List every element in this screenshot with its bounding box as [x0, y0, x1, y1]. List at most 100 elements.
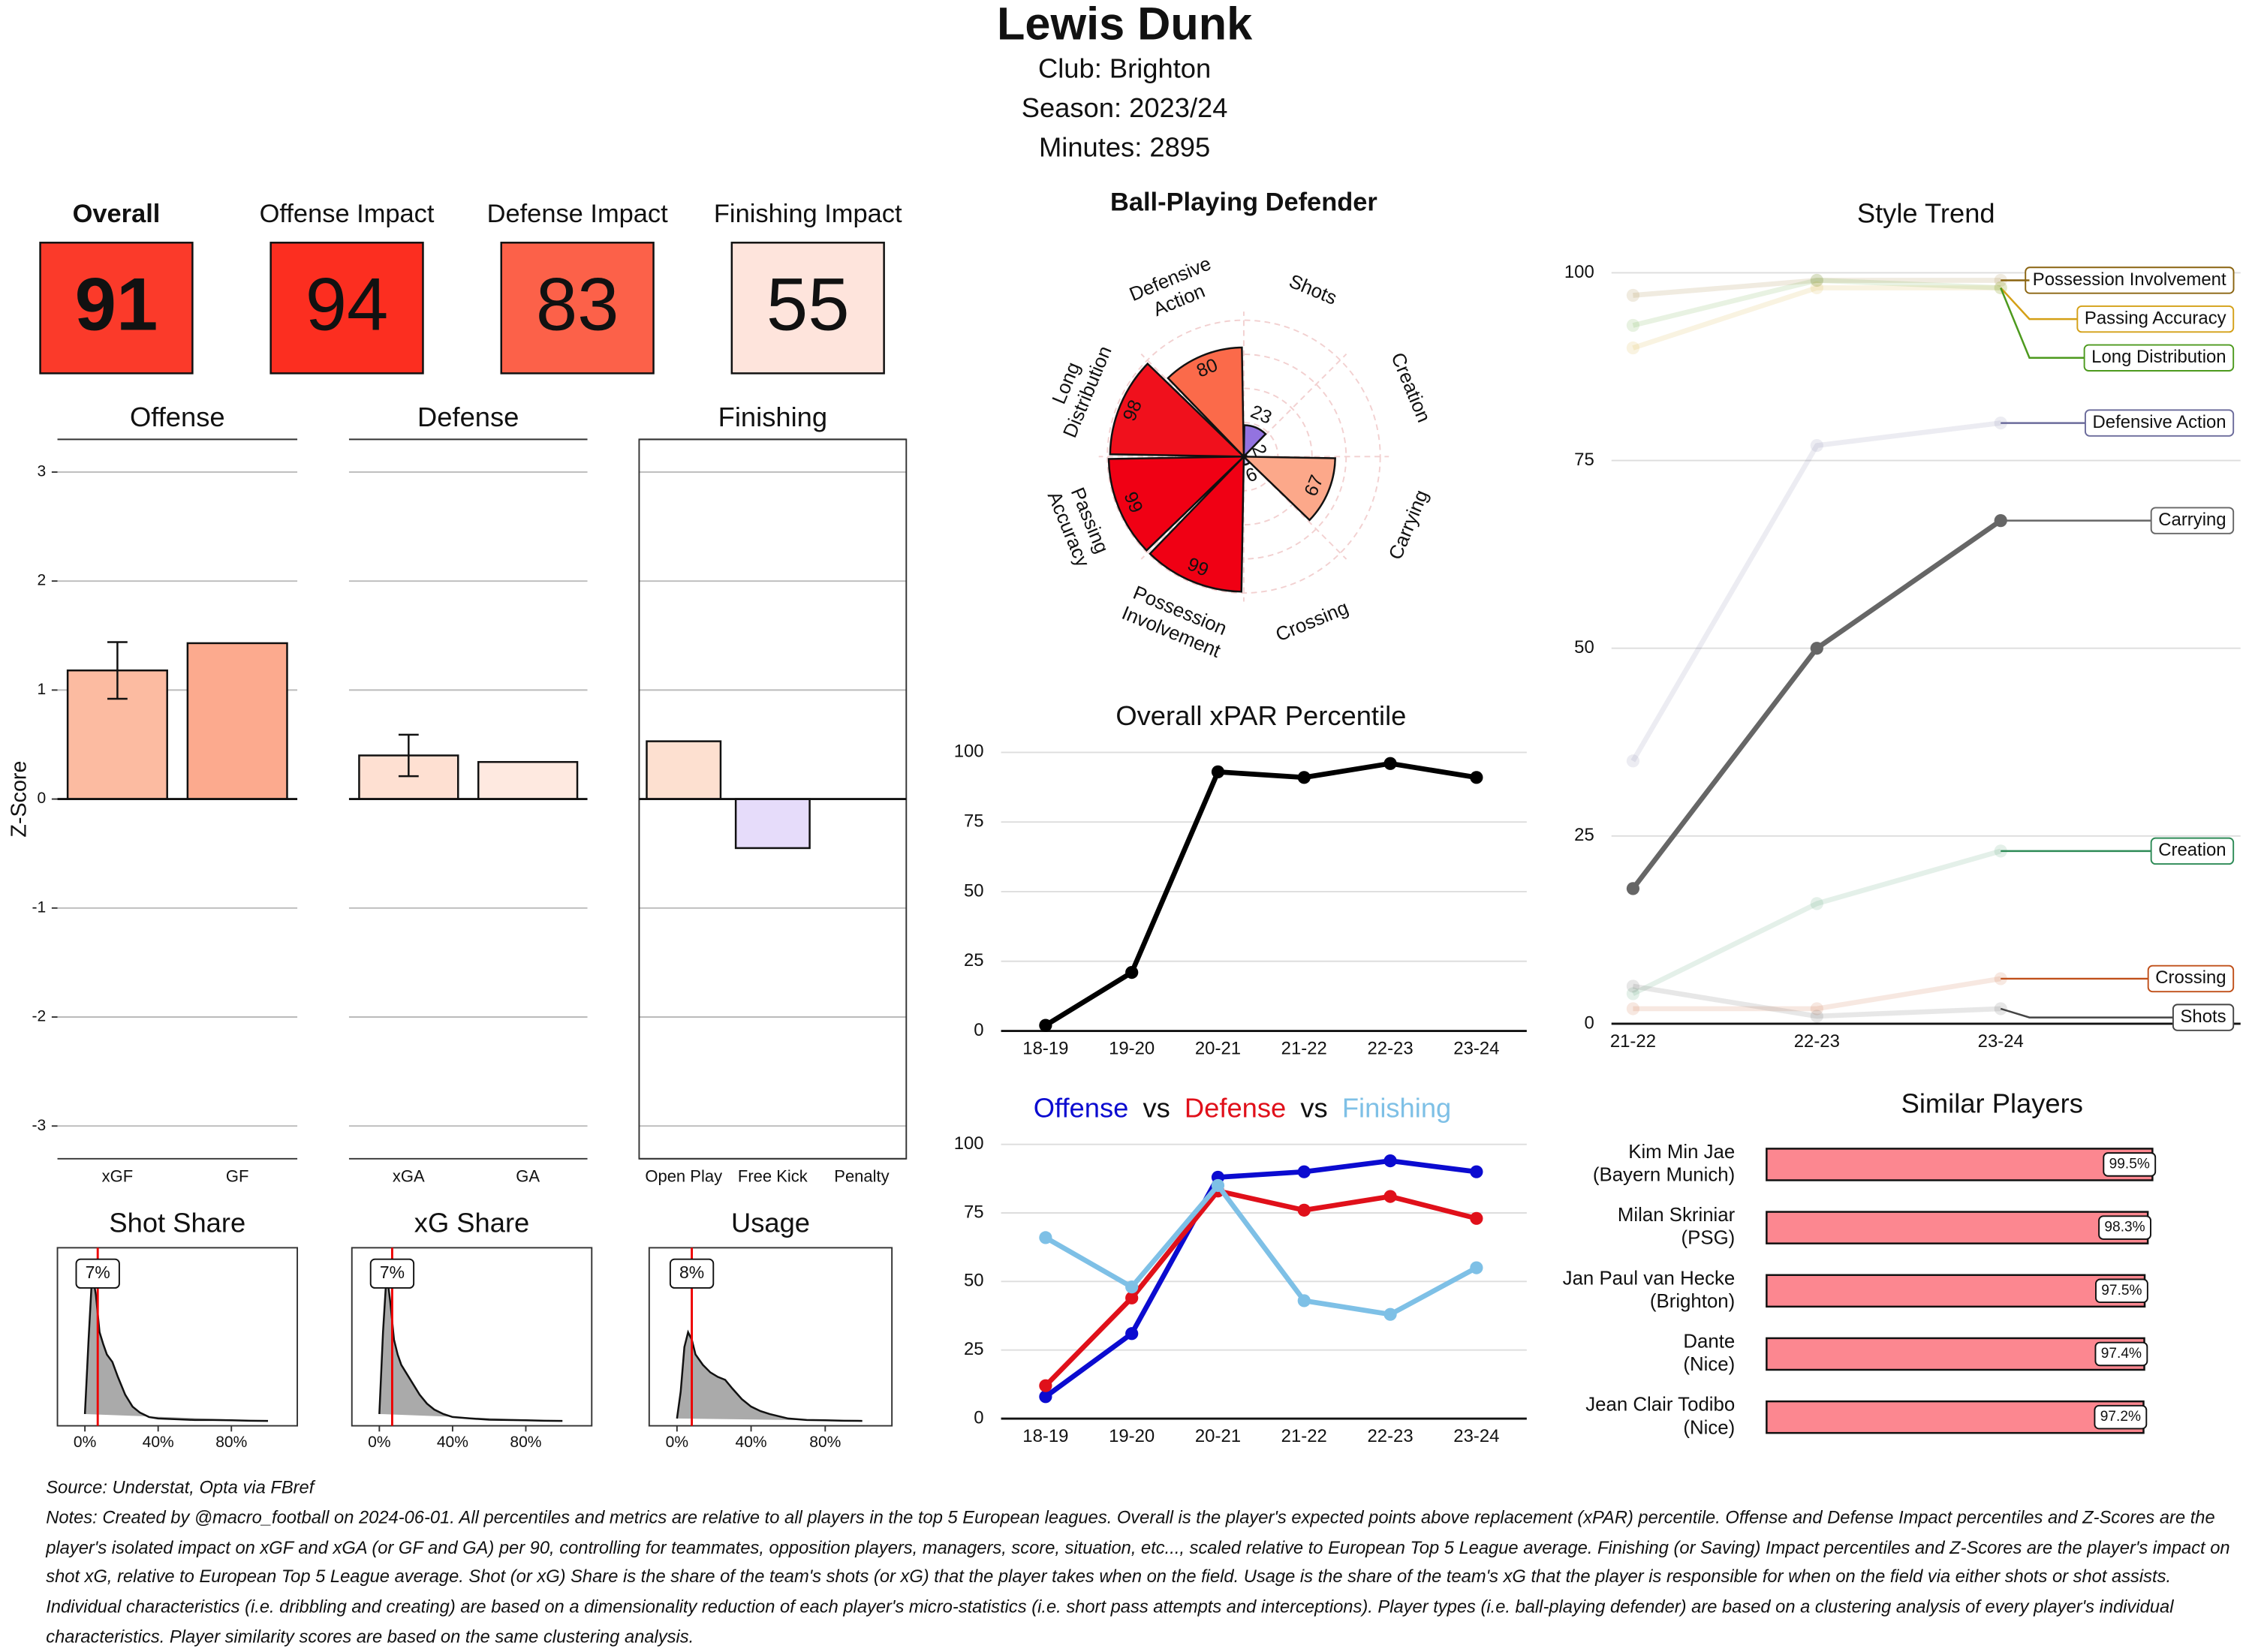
bar [734, 798, 811, 850]
x-tick-label: 21-22 [1281, 1426, 1327, 1446]
x-tick-label: 19-20 [1109, 1039, 1155, 1059]
player-name: Jan Paul van Hecke [1563, 1268, 1736, 1289]
y-tick-label: 2 [38, 572, 47, 589]
density-curve [378, 1272, 563, 1422]
bar [1766, 1211, 2149, 1244]
impact-label: Overall [73, 200, 161, 228]
point [1383, 1190, 1397, 1203]
panel-title: xG Share [414, 1207, 529, 1238]
chart-title: Similar Players [1901, 1088, 2083, 1119]
player-name: Lewis Dunk [997, 0, 1253, 50]
point [1297, 771, 1311, 784]
title-separator: vs [1143, 1092, 1170, 1123]
bar [1766, 1400, 2145, 1434]
value-label: 98.3% [2104, 1220, 2145, 1235]
end-label: Creation [2158, 840, 2226, 860]
value-label-box [2094, 1341, 2148, 1367]
point [1810, 273, 1823, 287]
value-label: 97.4% [2101, 1346, 2142, 1362]
marker-label: 8% [679, 1262, 704, 1282]
point [1039, 1390, 1052, 1404]
category-label: Carrying [1385, 487, 1432, 563]
marker-label-box [669, 1258, 715, 1289]
point [1297, 1165, 1311, 1178]
value-label: 97.2% [2100, 1409, 2141, 1425]
y-tick-label: 0 [38, 790, 47, 807]
series-line [1043, 1188, 1477, 1388]
point [1211, 765, 1225, 778]
radial-grid [1175, 387, 1313, 526]
y-tick-label: 50 [964, 1271, 984, 1291]
category-label: Crossing [1273, 597, 1352, 646]
y-tick-label: 0 [974, 1407, 983, 1428]
series-line [1633, 976, 2001, 1012]
point [1125, 1327, 1139, 1341]
category-label: Creation [1386, 350, 1434, 426]
panel-title: Usage [731, 1207, 810, 1238]
x-tick-label: 21-22 [1281, 1039, 1327, 1059]
point [1626, 288, 1640, 302]
footer: Source: Understat, Opta via FBref Notes:… [46, 1473, 2232, 1652]
chart-title: Ball-Playing Defender [1110, 188, 1377, 217]
y-tick-label: 25 [964, 1339, 984, 1359]
polar-bar [1167, 346, 1245, 459]
series-line [1630, 420, 2001, 763]
end-label: Shots [2180, 1007, 2226, 1027]
point [1383, 1154, 1397, 1168]
x-tick-label: Free Kick [738, 1166, 808, 1185]
label-connector [2000, 287, 2078, 320]
x-tick-label: GF [226, 1166, 249, 1185]
player-club: (Nice) [1683, 1354, 1735, 1375]
x-tick-label: xGA [393, 1166, 425, 1185]
point [1211, 1178, 1225, 1193]
y-tick-label: 100 [954, 742, 984, 762]
point [1810, 273, 1823, 287]
x-tick-label: GA [516, 1166, 540, 1185]
point [1810, 897, 1823, 910]
header-line: Season: 2023/24 [1022, 92, 1228, 123]
end-label: Long Distribution [2091, 347, 2226, 367]
series-line [1632, 983, 2001, 1019]
x-tick-label: 19-20 [1109, 1426, 1155, 1446]
value-label-box [2103, 1152, 2157, 1177]
point [1039, 1231, 1052, 1244]
impact-value: 55 [766, 263, 850, 346]
polar-bar [1241, 456, 1336, 522]
point [1626, 341, 1640, 355]
marker-label-box [75, 1258, 120, 1289]
impact-box [39, 242, 194, 375]
y-tick-label: 0 [1584, 1013, 1594, 1033]
bar [1766, 1274, 2146, 1308]
notes: Notes: Created by @macro_football on 202… [46, 1507, 2230, 1647]
x-tick-label: 22-23 [1794, 1031, 1840, 1052]
x-tick-label: 0% [368, 1434, 390, 1451]
x-tick-label: 18-19 [1022, 1426, 1068, 1446]
point [1470, 771, 1483, 784]
bar [646, 740, 722, 800]
title-series-name: Defense [1185, 1092, 1286, 1123]
impact-box [500, 242, 655, 375]
density-curve [676, 1329, 863, 1422]
series-line [1633, 278, 2001, 298]
polar-bar [1107, 456, 1247, 552]
facet-title: Offense [130, 402, 225, 432]
point [1626, 979, 1640, 993]
polar-bar [1242, 424, 1267, 459]
player-name: Jean Clair Todibo [1585, 1395, 1735, 1416]
x-tick-label: 40% [437, 1434, 468, 1451]
chart-title: Overall xPAR Percentile [1115, 700, 1406, 731]
point [1626, 318, 1640, 333]
bar [1766, 1337, 2145, 1371]
player-name: Dante [1683, 1331, 1735, 1352]
player-club: (Brighton) [1650, 1291, 1735, 1312]
point [1810, 281, 1823, 295]
facet-title: Defense [417, 402, 519, 432]
player-club: (Bayern Munich) [1593, 1165, 1735, 1186]
value-label-box [2095, 1278, 2148, 1304]
point [1039, 1019, 1052, 1032]
x-tick-label: 40% [143, 1434, 174, 1451]
value-label-box [2094, 1404, 2148, 1430]
impact-box [269, 242, 424, 375]
